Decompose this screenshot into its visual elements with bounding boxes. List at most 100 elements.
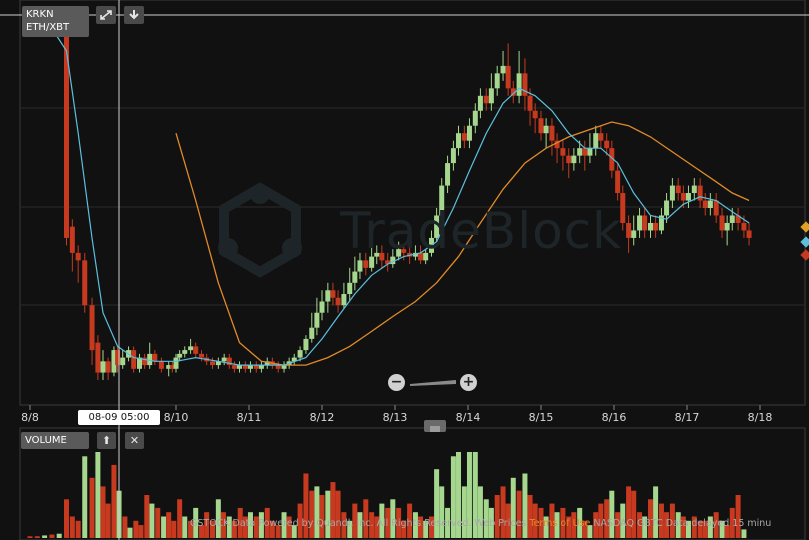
candle-body xyxy=(291,357,297,362)
volume-bar xyxy=(500,486,506,538)
candle-body xyxy=(538,118,544,134)
candle-body xyxy=(111,350,117,373)
volume-bar xyxy=(697,520,703,538)
candle-body xyxy=(100,361,106,373)
candle-body xyxy=(237,365,243,369)
candle-body xyxy=(193,346,199,354)
volume-bar xyxy=(341,512,347,538)
candle-body xyxy=(120,357,126,366)
volume-bar xyxy=(729,507,735,538)
candle-body xyxy=(669,185,675,201)
volume-close-button[interactable]: ✕ xyxy=(125,432,144,449)
candle-body xyxy=(664,200,670,216)
candle-body xyxy=(658,215,664,231)
volume-bar xyxy=(275,525,281,538)
candle-body xyxy=(169,365,175,369)
volume-bar xyxy=(188,520,194,538)
volume-bar xyxy=(505,503,511,538)
candle-body xyxy=(593,133,599,149)
candle-body xyxy=(604,140,610,149)
volume-bar xyxy=(691,516,697,538)
candle-body xyxy=(253,365,259,369)
candle-body xyxy=(357,260,363,272)
volume-bars xyxy=(27,452,747,538)
volume-bar xyxy=(220,512,226,538)
x-tick-label: 8/18 xyxy=(748,411,773,424)
volume-bar xyxy=(516,490,522,538)
candle-body xyxy=(396,249,402,257)
candle-body xyxy=(439,185,445,216)
candle-body xyxy=(352,271,358,283)
candle-body xyxy=(303,338,309,351)
volume-bar xyxy=(330,482,336,538)
x-tick-label: 8/13 xyxy=(383,411,408,424)
candle-body xyxy=(69,226,75,253)
volume-panel-label: VOLUME xyxy=(21,432,89,449)
expand-button[interactable] xyxy=(96,6,116,24)
candle-body xyxy=(702,200,708,208)
volume-bar xyxy=(155,507,161,538)
volume-bar xyxy=(335,490,341,538)
zoom-out-button[interactable]: − xyxy=(388,374,405,391)
tradeblock-logo-icon xyxy=(218,182,302,278)
volume-bar xyxy=(396,507,402,538)
candle-body xyxy=(247,365,253,369)
volume-bar xyxy=(264,507,270,538)
volume-bar xyxy=(401,520,407,538)
candle-body xyxy=(75,252,81,261)
candle-body xyxy=(137,357,142,369)
volume-bar xyxy=(319,495,325,538)
volume-bar xyxy=(309,490,315,538)
candle-body xyxy=(587,148,593,156)
candle-body xyxy=(64,28,69,238)
candle-body xyxy=(516,73,522,96)
footer-text-before: GSTOCK Data Powered by Quandl, Inc. All … xyxy=(190,518,530,529)
candle-body xyxy=(522,73,528,96)
terms-of-use-link[interactable]: Terms of Use xyxy=(529,518,591,529)
candle-body xyxy=(131,350,137,369)
candle-body xyxy=(609,148,615,171)
volume-bar xyxy=(483,499,489,538)
zoom-slider[interactable] xyxy=(410,378,456,386)
candle-body xyxy=(231,365,237,369)
volume-bar xyxy=(522,473,528,538)
volume-bar xyxy=(615,512,621,538)
volume-bar xyxy=(582,520,588,538)
candle-body xyxy=(466,125,472,141)
volume-bar xyxy=(258,512,264,538)
x-tick-label: 8/12 xyxy=(310,411,335,424)
candle-body xyxy=(582,148,588,156)
volume-bar xyxy=(724,525,730,538)
volume-move-up-button[interactable]: ⬆ xyxy=(97,432,116,449)
volume-bar xyxy=(297,503,303,538)
volume-bar xyxy=(325,490,331,538)
candle-body xyxy=(152,353,158,362)
volume-bar xyxy=(571,512,577,538)
candle-body xyxy=(680,193,686,201)
volume-bar xyxy=(648,499,653,538)
ticker-label[interactable]: KRKN ETH/XBT xyxy=(22,6,89,37)
candle-body xyxy=(95,342,101,373)
volume-bar xyxy=(133,520,139,538)
volume-bar xyxy=(587,525,593,538)
candle-body xyxy=(554,140,560,149)
volume-bar xyxy=(680,516,686,538)
candle-body xyxy=(653,222,659,231)
candle-body xyxy=(477,95,483,111)
candle-body xyxy=(735,215,741,223)
volume-bar xyxy=(247,512,253,538)
candle-body xyxy=(199,353,205,358)
candle-body xyxy=(571,155,577,164)
volume-bar xyxy=(347,520,353,538)
candle-body xyxy=(390,256,396,265)
volume-bar xyxy=(549,503,555,538)
zoom-in-button[interactable]: + xyxy=(460,374,477,391)
volume-bar xyxy=(56,533,62,538)
volume-bar xyxy=(450,456,456,538)
volume-bar xyxy=(461,486,467,538)
candle-body xyxy=(182,350,188,354)
candle-body xyxy=(713,200,719,216)
download-button[interactable] xyxy=(124,6,144,24)
volume-bar xyxy=(357,512,363,538)
panel-resize-handle[interactable] xyxy=(424,420,446,432)
